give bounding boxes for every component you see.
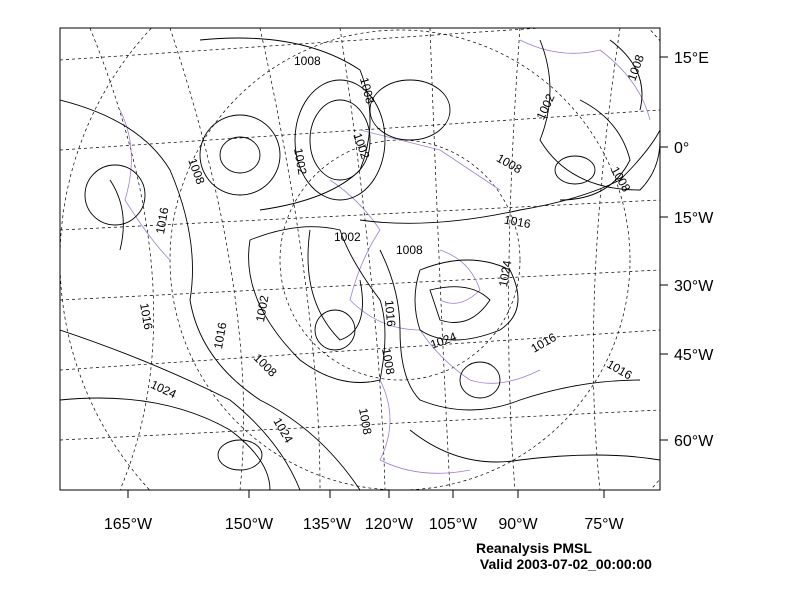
valid-time: Valid 2003-07-02_00:00:00: [476, 556, 652, 572]
right-axis-label: 0°: [674, 140, 689, 157]
bottom-axis: [127, 490, 605, 498]
contour-label: 1002: [253, 294, 271, 323]
contour-label: 1002: [291, 147, 309, 176]
bottom-axis-label: 150°W: [225, 516, 274, 533]
contour-label: 1024: [148, 377, 178, 401]
contour-label: 1002: [534, 91, 558, 121]
map-frame: [59, 27, 661, 491]
contour-label: 1024: [429, 329, 459, 351]
lat-lon-grid: [60, 28, 660, 490]
contour-label: 1016: [153, 206, 171, 235]
pressure-contours: [60, 37, 660, 490]
right-axis-label: 30°W: [674, 278, 714, 295]
coastlines: [119, 39, 651, 474]
right-axis-label: 15°W: [674, 210, 714, 227]
title-text: Reanalysis PMSL: [476, 540, 592, 556]
contour-label: 1024: [496, 259, 514, 288]
bottom-axis-label: 135°W: [303, 516, 352, 533]
contour-label: 1016: [604, 357, 634, 383]
contour-label: 1008: [379, 347, 397, 376]
contour-label: 1008: [494, 151, 524, 177]
right-axis-label: 60°W: [674, 433, 714, 450]
contour-label: 1016: [503, 213, 532, 231]
contour-label: 1008: [356, 407, 374, 436]
contour-label: 1002: [334, 230, 361, 244]
bottom-axis-label: 120°W: [365, 516, 414, 533]
contour-label: 1016: [382, 299, 398, 327]
bottom-axis-label: 165°W: [104, 516, 153, 533]
contour-label: 1008: [251, 351, 280, 380]
contour-label: 1008: [185, 156, 207, 186]
right-axis: [660, 56, 668, 441]
bottom-axis-label: 105°W: [429, 516, 478, 533]
map-title: Reanalysis PMSL Valid 2003-07-02_00:00:0…: [476, 540, 652, 572]
bottom-axis-label: 90°W: [498, 516, 538, 533]
contour-label: 1008: [357, 76, 378, 106]
contour-label: 1016: [137, 302, 155, 331]
contour-label: 1016: [211, 321, 229, 350]
contour-label: 1008: [294, 54, 321, 68]
right-axis-label: 45°W: [674, 347, 714, 364]
bottom-axis-label: 75°W: [584, 516, 624, 533]
contour-label: 1016: [529, 330, 559, 356]
contour-label: 1008: [396, 243, 423, 257]
right-axis-label: 15°E: [674, 50, 709, 67]
